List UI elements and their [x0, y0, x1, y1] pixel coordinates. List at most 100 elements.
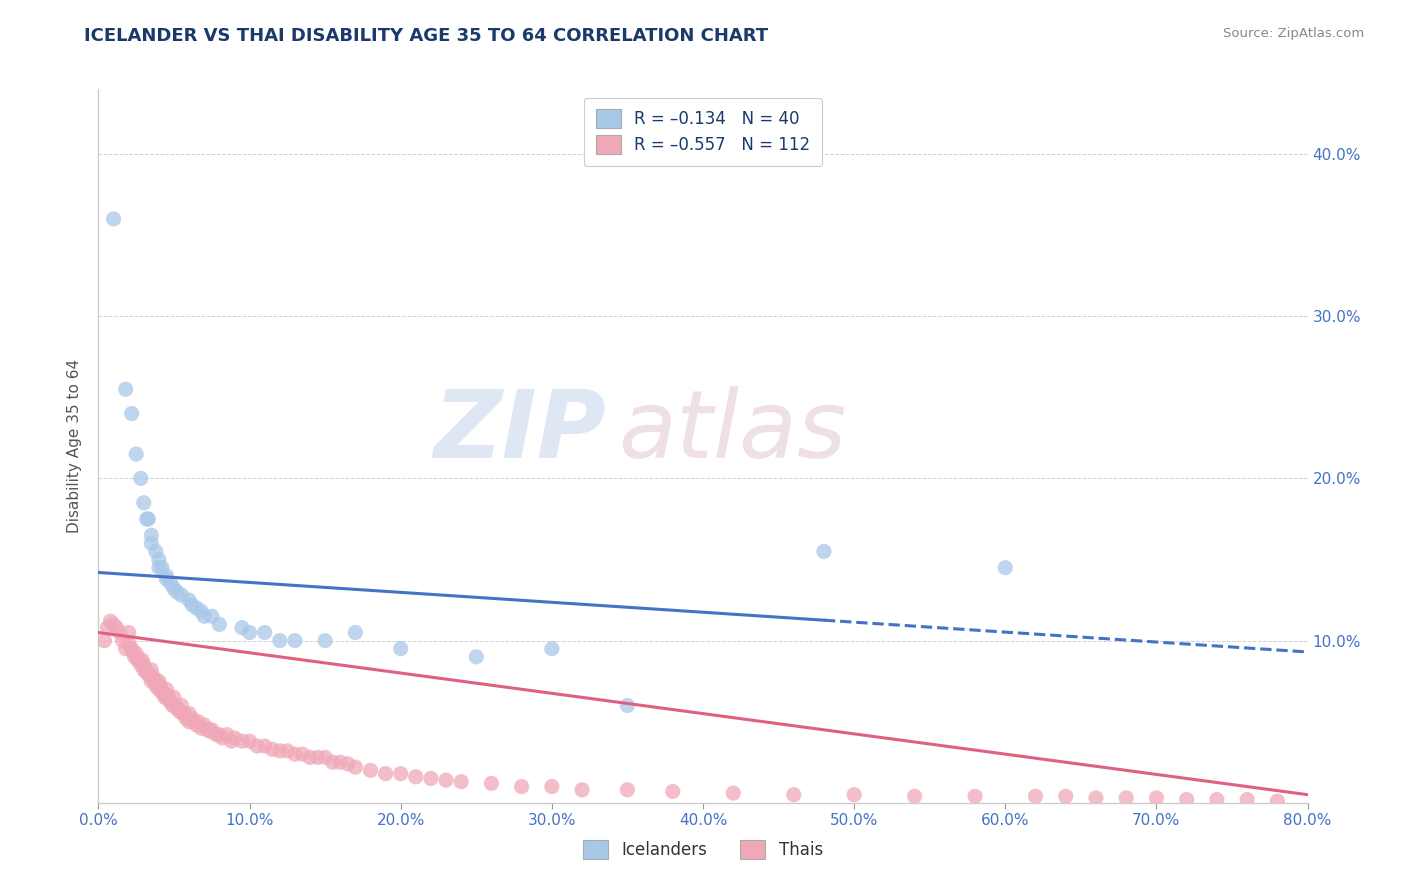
- Point: [224, 731, 246, 745]
- Point: [163, 698, 186, 713]
- Point: [284, 747, 307, 761]
- Point: [215, 728, 238, 742]
- Point: [904, 789, 927, 804]
- Point: [221, 734, 243, 748]
- Point: [169, 705, 191, 719]
- Point: [1236, 792, 1258, 806]
- Point: [1175, 792, 1198, 806]
- Point: [1144, 791, 1167, 805]
- Point: [149, 679, 172, 693]
- Point: [190, 721, 212, 735]
- Point: [129, 657, 152, 672]
- Point: [405, 770, 427, 784]
- Point: [103, 211, 125, 226]
- Point: [156, 689, 179, 703]
- Text: Source: ZipAtlas.com: Source: ZipAtlas.com: [1223, 27, 1364, 40]
- Point: [208, 728, 231, 742]
- Point: [122, 645, 145, 659]
- Point: [291, 747, 314, 761]
- Point: [465, 649, 488, 664]
- Point: [121, 641, 143, 656]
- Point: [200, 724, 222, 739]
- Point: [136, 666, 159, 681]
- Point: [170, 698, 193, 713]
- Point: [105, 621, 128, 635]
- Point: [155, 568, 177, 582]
- Point: [173, 706, 195, 721]
- Point: [314, 750, 336, 764]
- Point: [179, 714, 201, 729]
- Point: [1054, 789, 1077, 804]
- Point: [783, 788, 806, 802]
- Point: [183, 714, 205, 729]
- Point: [360, 764, 382, 778]
- Point: [965, 789, 987, 804]
- Point: [205, 728, 228, 742]
- Point: [344, 625, 367, 640]
- Point: [269, 744, 291, 758]
- Point: [661, 784, 683, 798]
- Point: [450, 774, 472, 789]
- Point: [616, 782, 638, 797]
- Point: [159, 693, 181, 707]
- Point: [262, 742, 284, 756]
- Point: [100, 614, 122, 628]
- Point: [139, 669, 162, 683]
- Point: [201, 723, 224, 737]
- Point: [329, 756, 352, 770]
- Point: [336, 756, 359, 771]
- Point: [132, 496, 155, 510]
- Point: [813, 544, 835, 558]
- Point: [114, 382, 136, 396]
- Point: [142, 669, 165, 683]
- Point: [131, 653, 153, 667]
- Point: [160, 695, 183, 709]
- Point: [135, 512, 157, 526]
- Point: [190, 604, 212, 618]
- Point: [211, 731, 233, 745]
- Point: [186, 601, 208, 615]
- Point: [1115, 791, 1137, 805]
- Point: [195, 723, 218, 737]
- Point: [276, 744, 298, 758]
- Point: [148, 552, 170, 566]
- Point: [314, 633, 336, 648]
- Point: [723, 786, 745, 800]
- Point: [540, 780, 562, 794]
- Point: [155, 572, 177, 586]
- Point: [132, 657, 155, 672]
- Point: [148, 674, 170, 689]
- Point: [134, 663, 156, 677]
- Point: [1085, 791, 1108, 805]
- Point: [540, 641, 562, 656]
- Point: [150, 685, 173, 699]
- Point: [143, 673, 166, 687]
- Point: [616, 698, 638, 713]
- Point: [571, 782, 593, 797]
- Y-axis label: Disability Age 35 to 64: Disability Age 35 to 64: [67, 359, 83, 533]
- Point: [1206, 792, 1229, 806]
- Text: ZIP: ZIP: [433, 385, 606, 478]
- Point: [148, 560, 170, 574]
- Point: [239, 734, 262, 748]
- Point: [128, 653, 150, 667]
- Point: [103, 617, 125, 632]
- Point: [141, 536, 163, 550]
- Point: [160, 577, 183, 591]
- Point: [170, 588, 193, 602]
- Point: [284, 633, 307, 648]
- Point: [96, 621, 118, 635]
- Point: [239, 625, 262, 640]
- Point: [162, 698, 184, 713]
- Text: ICELANDER VS THAI DISABILITY AGE 35 TO 64 CORRELATION CHART: ICELANDER VS THAI DISABILITY AGE 35 TO 6…: [84, 27, 769, 45]
- Point: [129, 471, 152, 485]
- Point: [141, 674, 163, 689]
- Point: [152, 685, 174, 699]
- Point: [132, 663, 155, 677]
- Point: [155, 690, 177, 705]
- Point: [155, 682, 177, 697]
- Point: [201, 609, 224, 624]
- Point: [307, 750, 329, 764]
- Point: [135, 666, 157, 681]
- Point: [299, 750, 322, 764]
